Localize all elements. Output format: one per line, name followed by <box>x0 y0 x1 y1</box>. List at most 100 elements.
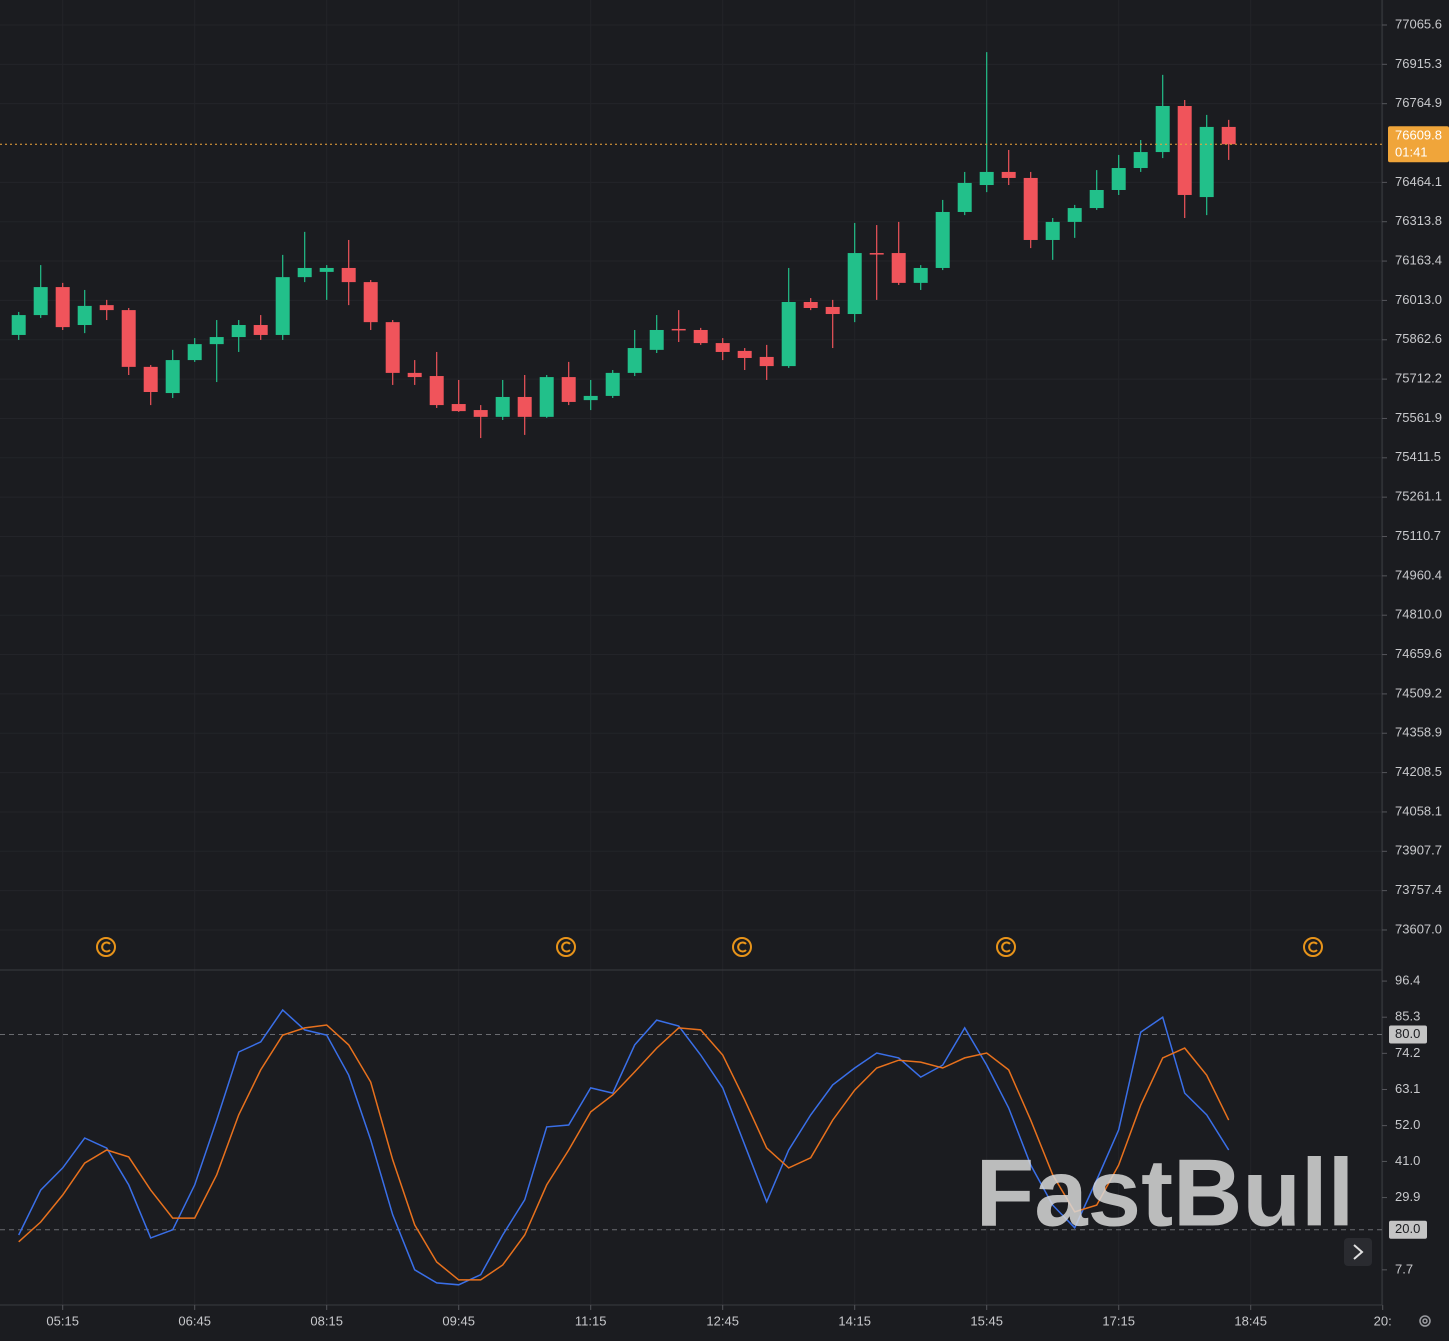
x-tick-label: 05:15 <box>46 1313 79 1328</box>
event-marker[interactable] <box>556 937 576 957</box>
candle-body <box>605 372 620 396</box>
stoch-line <box>18 1008 1230 1286</box>
candle-body <box>1133 152 1148 169</box>
event-marker[interactable] <box>96 937 116 957</box>
candle-body <box>275 277 290 335</box>
x-tick-label: 17:15 <box>1102 1313 1135 1328</box>
y-tick-label: 41.0 <box>1395 1153 1420 1168</box>
scroll-button-bg[interactable] <box>1344 1238 1372 1266</box>
level-label-bg <box>1389 1025 1427 1044</box>
grid <box>0 0 1383 1305</box>
event-marker[interactable] <box>1303 937 1323 957</box>
candle-body <box>759 356 774 367</box>
gear[interactable] <box>1419 1315 1431 1327</box>
y-tick-label: 75261.1 <box>1395 489 1442 504</box>
y-tick-label: 74358.9 <box>1395 725 1442 740</box>
level-label: 20.0 <box>1395 1221 1420 1236</box>
candle-body <box>561 377 576 402</box>
candle-body <box>451 404 466 412</box>
candle-body <box>209 337 224 345</box>
event-markers <box>96 937 1323 957</box>
candle-body <box>693 329 708 344</box>
candle-body <box>803 301 818 309</box>
y-tick-label: 75712.2 <box>1395 371 1442 386</box>
candle-body <box>891 253 906 283</box>
candle-body <box>473 410 488 417</box>
x-tick-label: 18:45 <box>1234 1313 1267 1328</box>
scroll-button[interactable] <box>1344 1238 1372 1266</box>
candle-body <box>99 305 114 311</box>
candle-body <box>187 344 202 361</box>
gear-center <box>1422 1318 1428 1324</box>
candle-body <box>737 350 752 358</box>
watermark: FastBull <box>976 1139 1355 1246</box>
candle-body <box>319 267 334 272</box>
candle-body <box>517 396 532 417</box>
countdown-label: 01:41 <box>1395 145 1428 160</box>
y-tick-label: 74208.5 <box>1395 764 1442 779</box>
y-tick-label: 74659.6 <box>1395 646 1442 661</box>
y-tick-label: 74810.0 <box>1395 607 1442 622</box>
price-label: 76609.8 <box>1395 128 1442 143</box>
y-tick-label: 29.9 <box>1395 1189 1420 1204</box>
candle-body <box>825 306 840 315</box>
y-tick-label: 76764.9 <box>1395 95 1442 110</box>
candle-body <box>781 301 796 367</box>
y-tick-label: 74058.1 <box>1395 803 1442 818</box>
stoch-line <box>18 1024 1230 1281</box>
candle-body <box>385 322 400 373</box>
candle-body <box>231 325 246 338</box>
candle-body <box>627 348 642 373</box>
y-tick-label: 76163.4 <box>1395 252 1442 267</box>
candle-body <box>913 267 928 283</box>
x-tick-label: 06:45 <box>178 1313 211 1328</box>
y-tick-label: 75110.7 <box>1395 528 1441 543</box>
y-tick-label: 85.3 <box>1395 1009 1420 1024</box>
x-tick-label: 11:15 <box>575 1313 607 1328</box>
x-tick-label: 20: <box>1374 1313 1392 1328</box>
candle-body <box>1199 126 1214 198</box>
y-tick-label: 73607.0 <box>1395 921 1442 936</box>
settings-icon[interactable] <box>1419 1315 1431 1327</box>
y-tick-label: 73907.7 <box>1395 843 1442 858</box>
candle-body <box>11 315 26 335</box>
price-label-bg <box>1388 126 1449 163</box>
candle-body <box>429 376 444 406</box>
candle-body <box>253 325 268 335</box>
y-tick-label: 73757.4 <box>1395 882 1442 897</box>
candle-body <box>77 305 92 326</box>
candle-body <box>847 253 862 315</box>
candle-body <box>935 211 950 268</box>
y-tick-label: 76464.1 <box>1395 174 1442 189</box>
candle-body <box>1067 208 1082 222</box>
candle-body <box>979 171 994 186</box>
candle-body <box>1001 171 1016 178</box>
candle-body <box>495 396 510 417</box>
x-tick-label: 09:45 <box>442 1313 475 1328</box>
y-tick-label: 77065.6 <box>1395 16 1442 31</box>
candle-body <box>33 287 48 316</box>
candle-body <box>1155 106 1170 153</box>
candle-body <box>583 395 598 401</box>
y-tick-label: 74509.2 <box>1395 685 1442 700</box>
candle-body <box>55 287 70 328</box>
candle-body <box>539 377 554 417</box>
candle-body <box>1221 126 1236 145</box>
candle-body <box>297 267 312 278</box>
x-tick-label: 14:15 <box>838 1313 871 1328</box>
y-tick-label: 74960.4 <box>1395 567 1442 582</box>
chevron-icon <box>1353 1244 1364 1260</box>
y-tick-label: 76313.8 <box>1395 213 1442 228</box>
y-tick-label: 75561.9 <box>1395 410 1442 425</box>
event-marker[interactable] <box>732 937 752 957</box>
candle-body <box>1177 106 1192 195</box>
candle-body <box>957 182 972 212</box>
candle-body <box>869 253 884 255</box>
event-marker[interactable] <box>996 937 1016 957</box>
y-tick-label: 76013.0 <box>1395 292 1442 307</box>
x-tick-label: 12:45 <box>706 1313 739 1328</box>
y-tick-label: 63.1 <box>1395 1081 1420 1096</box>
y-tick-label: 74.2 <box>1395 1045 1420 1060</box>
candle-body <box>1089 189 1104 209</box>
